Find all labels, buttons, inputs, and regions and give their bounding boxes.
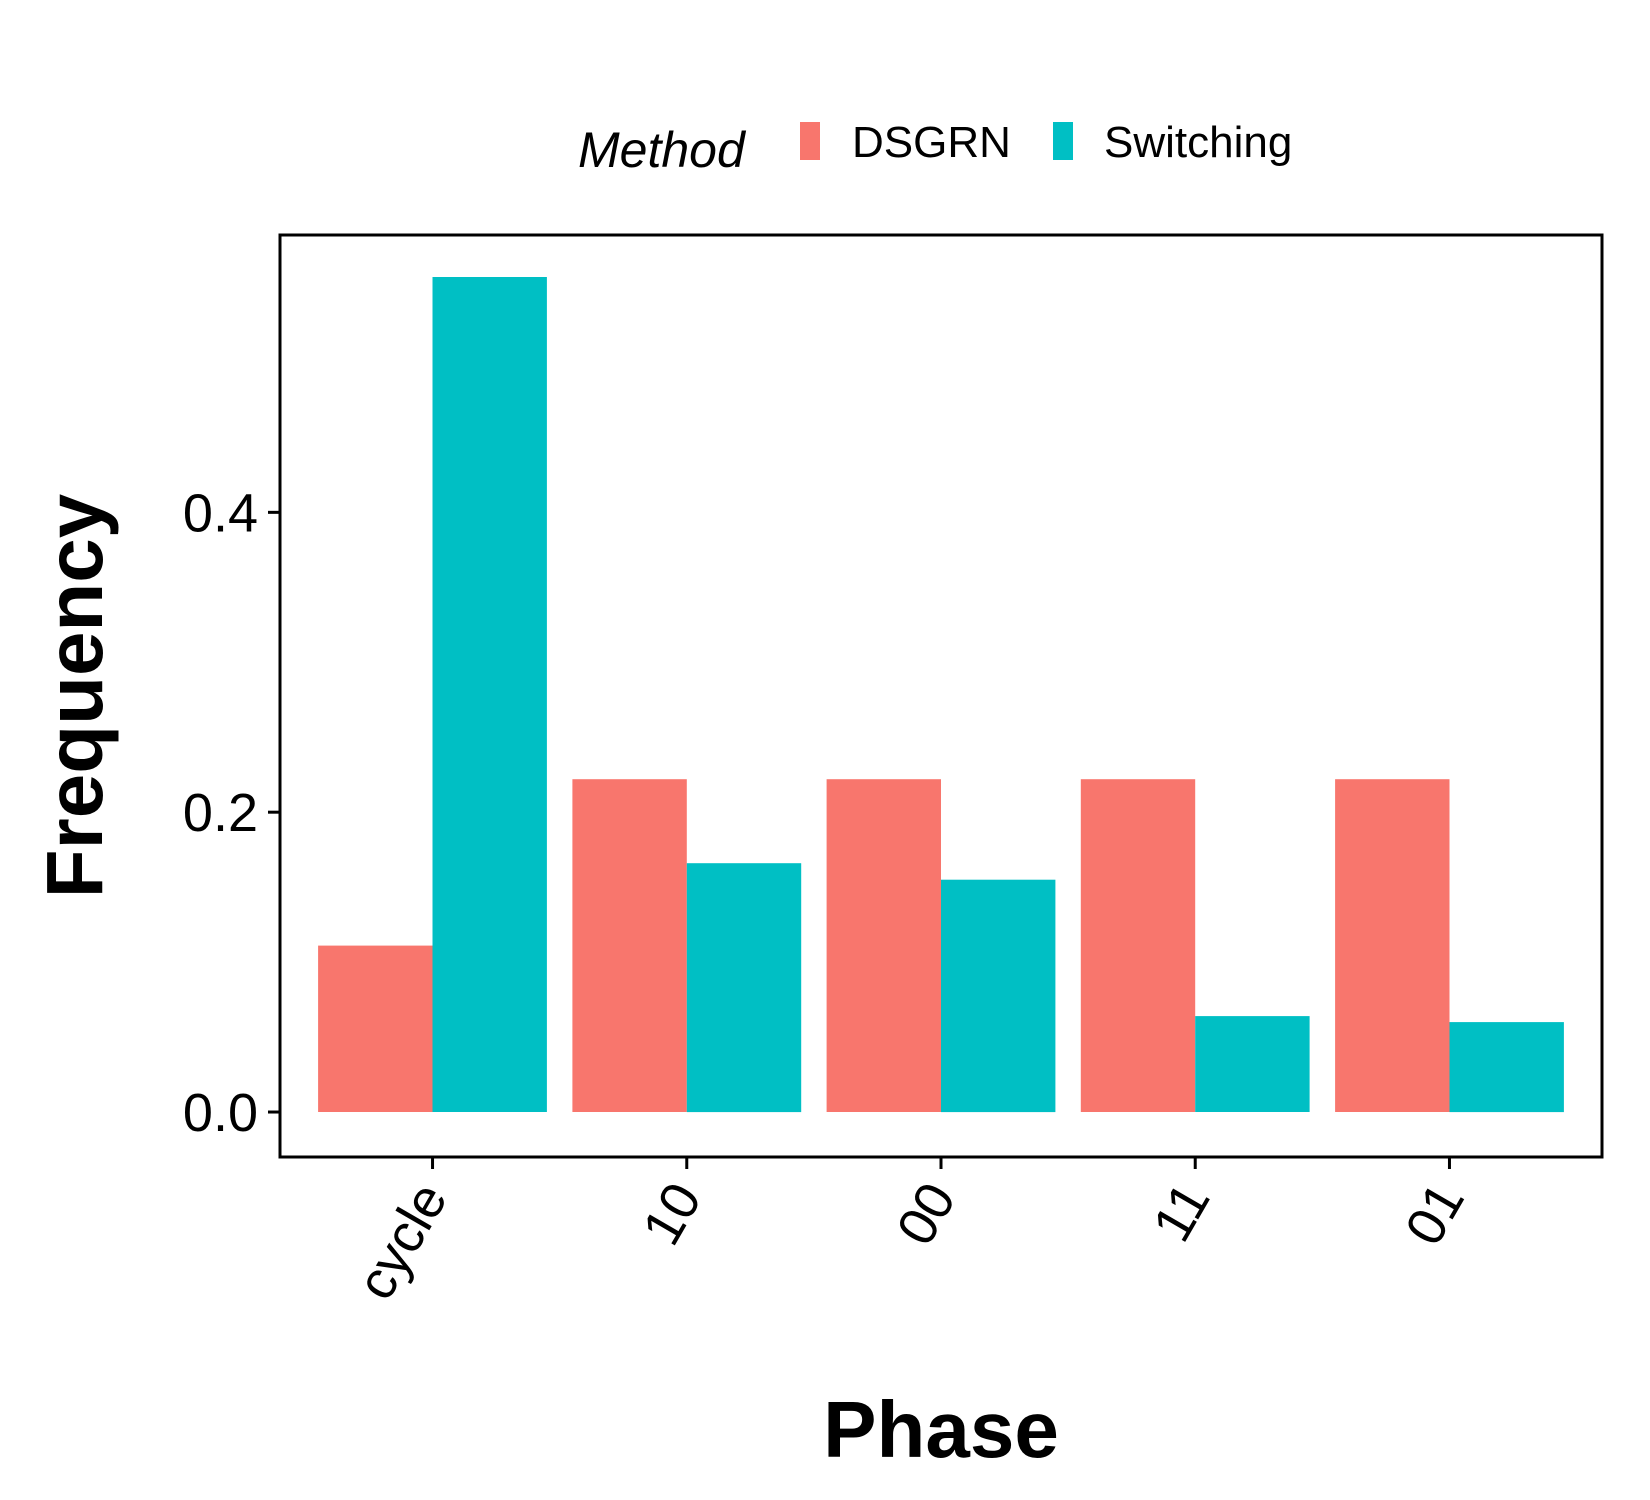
- bar-dsgrn-11: [1080, 779, 1196, 1112]
- legend-label-switching: Switching: [1104, 118, 1292, 167]
- bar-dsgrn-01: [1335, 779, 1450, 1112]
- legend-title: Method: [578, 122, 747, 178]
- legend-key-dsgrn: [800, 122, 820, 160]
- bar-switching-01: [1449, 1022, 1564, 1113]
- bar-switching-00: [941, 879, 1056, 1113]
- bars: [318, 277, 1564, 1113]
- bar-dsgrn-10: [572, 779, 687, 1112]
- legend: Method DSGRN Switching: [578, 118, 1292, 178]
- legend-key-switching: [1053, 122, 1073, 160]
- x-axis: cycle 10 00 11 01: [345, 1157, 1476, 1310]
- x-tick-label: 10: [631, 1173, 713, 1255]
- bar-switching-10: [686, 863, 802, 1113]
- bar-switching-cycle: [432, 277, 547, 1112]
- x-tick-label: 11: [1142, 1173, 1222, 1252]
- x-tick-label: cycle: [345, 1173, 458, 1310]
- y-tick-label: 0.0: [183, 1083, 258, 1143]
- bar-dsgrn-cycle: [318, 945, 433, 1112]
- bar-switching-11: [1195, 1016, 1310, 1112]
- x-tick-label: 01: [1394, 1173, 1476, 1255]
- x-tick-label: 00: [885, 1173, 967, 1255]
- y-tick-label: 0.2: [183, 783, 258, 843]
- bar-dsgrn-00: [826, 779, 941, 1112]
- legend-label-dsgrn: DSGRN: [852, 118, 1011, 167]
- x-axis-title: Phase: [823, 1385, 1059, 1474]
- y-axis-title: Frequency: [30, 493, 119, 898]
- y-axis: 0.0 0.2 0.4: [183, 483, 280, 1143]
- y-tick-label: 0.4: [183, 483, 258, 543]
